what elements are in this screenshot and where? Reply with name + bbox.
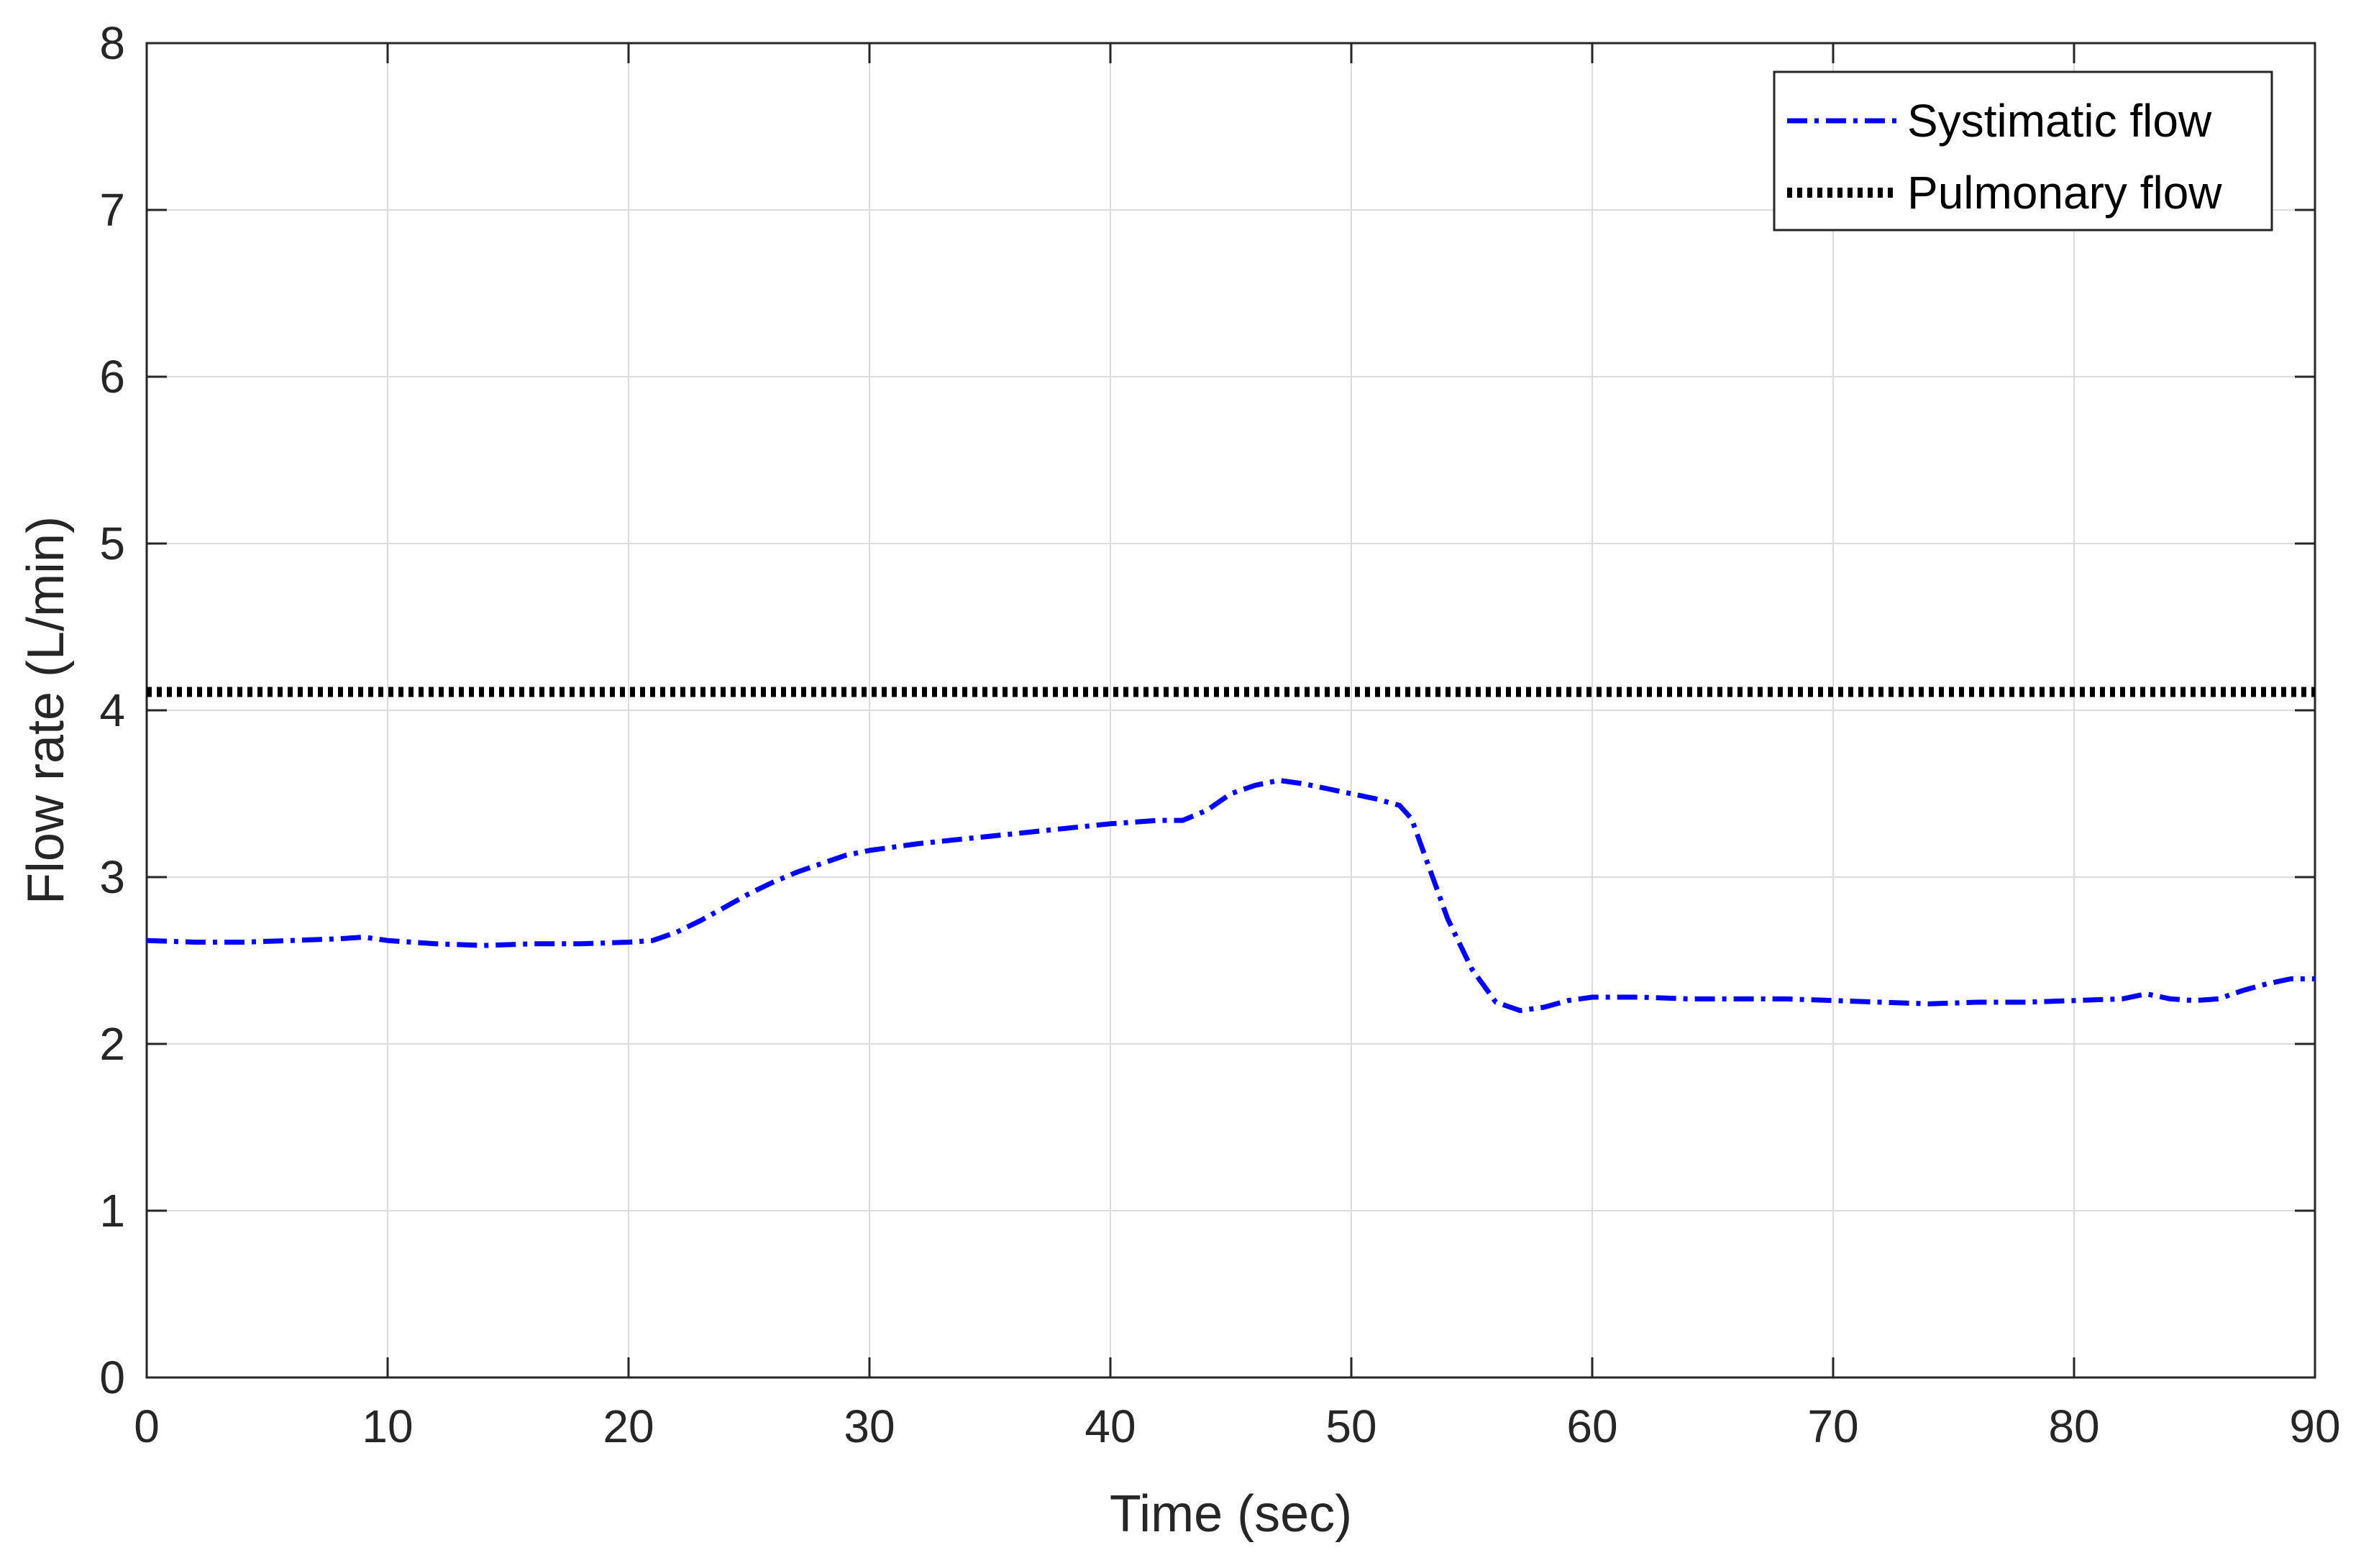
y-tick-label: 3 — [99, 851, 125, 903]
x-tick-label: 70 — [1807, 1400, 1858, 1452]
legend-box — [1773, 70, 2273, 231]
x-tick-label: 50 — [1325, 1400, 1376, 1452]
x-tick-label: 80 — [2048, 1400, 2099, 1452]
axis-ticks — [145, 42, 2316, 1379]
y-tick-label: 2 — [99, 1018, 125, 1070]
y-tick-label: 4 — [99, 684, 125, 736]
y-tick-label: 5 — [99, 518, 125, 569]
y-tick-label: 6 — [99, 351, 125, 403]
series-line-systimatic-flow — [146, 777, 2315, 1014]
x-axis-title: Time (sec) — [1110, 1485, 1352, 1543]
legend: Systimatic flow Pulmonary flow — [1773, 70, 2273, 231]
y-tick-labels: 0 1 2 3 4 5 6 7 8 — [99, 17, 125, 1403]
y-tick-label: 0 — [99, 1352, 125, 1403]
legend-label-systimatic-flow: Systimatic flow — [1907, 95, 2212, 147]
y-axis-title: Flow rate (L/min) — [17, 516, 75, 904]
x-tick-labels: 0 10 20 30 40 50 60 70 80 90 — [134, 1400, 2340, 1452]
x-tick-label: 40 — [1084, 1400, 1136, 1452]
x-tick-label: 0 — [134, 1400, 160, 1452]
x-tick-label: 20 — [603, 1400, 654, 1452]
y-tick-label: 8 — [99, 17, 125, 69]
y-tick-label: 1 — [99, 1185, 125, 1237]
x-tick-label: 60 — [1566, 1400, 1617, 1452]
series-layer — [146, 687, 2315, 1014]
x-tick-label: 30 — [844, 1400, 895, 1452]
x-tick-label: 90 — [2289, 1400, 2340, 1452]
y-tick-label: 7 — [99, 184, 125, 236]
x-tick-label: 10 — [362, 1400, 413, 1452]
legend-label-pulmonary-flow: Pulmonary flow — [1907, 167, 2222, 219]
